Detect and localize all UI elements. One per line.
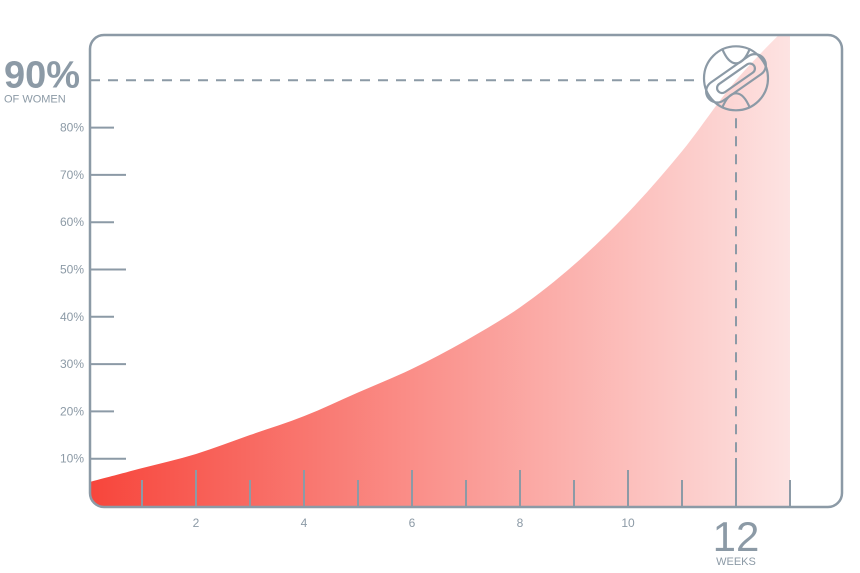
y-axis: 10% 20% 30% 40% 50% 60% 70% 80% <box>60 121 126 466</box>
y-tick-label: 80% <box>60 121 84 135</box>
highlight-x-caption: WEEKS <box>716 556 756 568</box>
y-tick-label: 70% <box>60 168 84 182</box>
x-tick-label: 8 <box>517 516 524 530</box>
x-tick-label: 6 <box>409 516 416 530</box>
y-tick-label: 50% <box>60 263 84 277</box>
x-axis: 2 4 6 8 10 <box>141 458 791 530</box>
y-tick-label: 10% <box>60 452 84 466</box>
x-tick-label: 10 <box>621 516 635 530</box>
highlight-y-caption: OF WOMEN <box>4 93 66 105</box>
highlight-x-label: 12 <box>713 513 760 560</box>
sanitary-pad-icon <box>702 45 770 112</box>
y-tick-label: 60% <box>60 215 84 229</box>
plot-frame <box>88 33 844 509</box>
x-tick-label: 4 <box>301 516 308 530</box>
highlight-y-label: 90% <box>4 54 80 96</box>
y-tick-label: 20% <box>60 404 84 418</box>
y-tick-label: 40% <box>60 310 84 324</box>
x-tick-label: 2 <box>193 516 200 530</box>
area-series <box>90 35 790 506</box>
y-tick-label: 30% <box>60 357 84 371</box>
